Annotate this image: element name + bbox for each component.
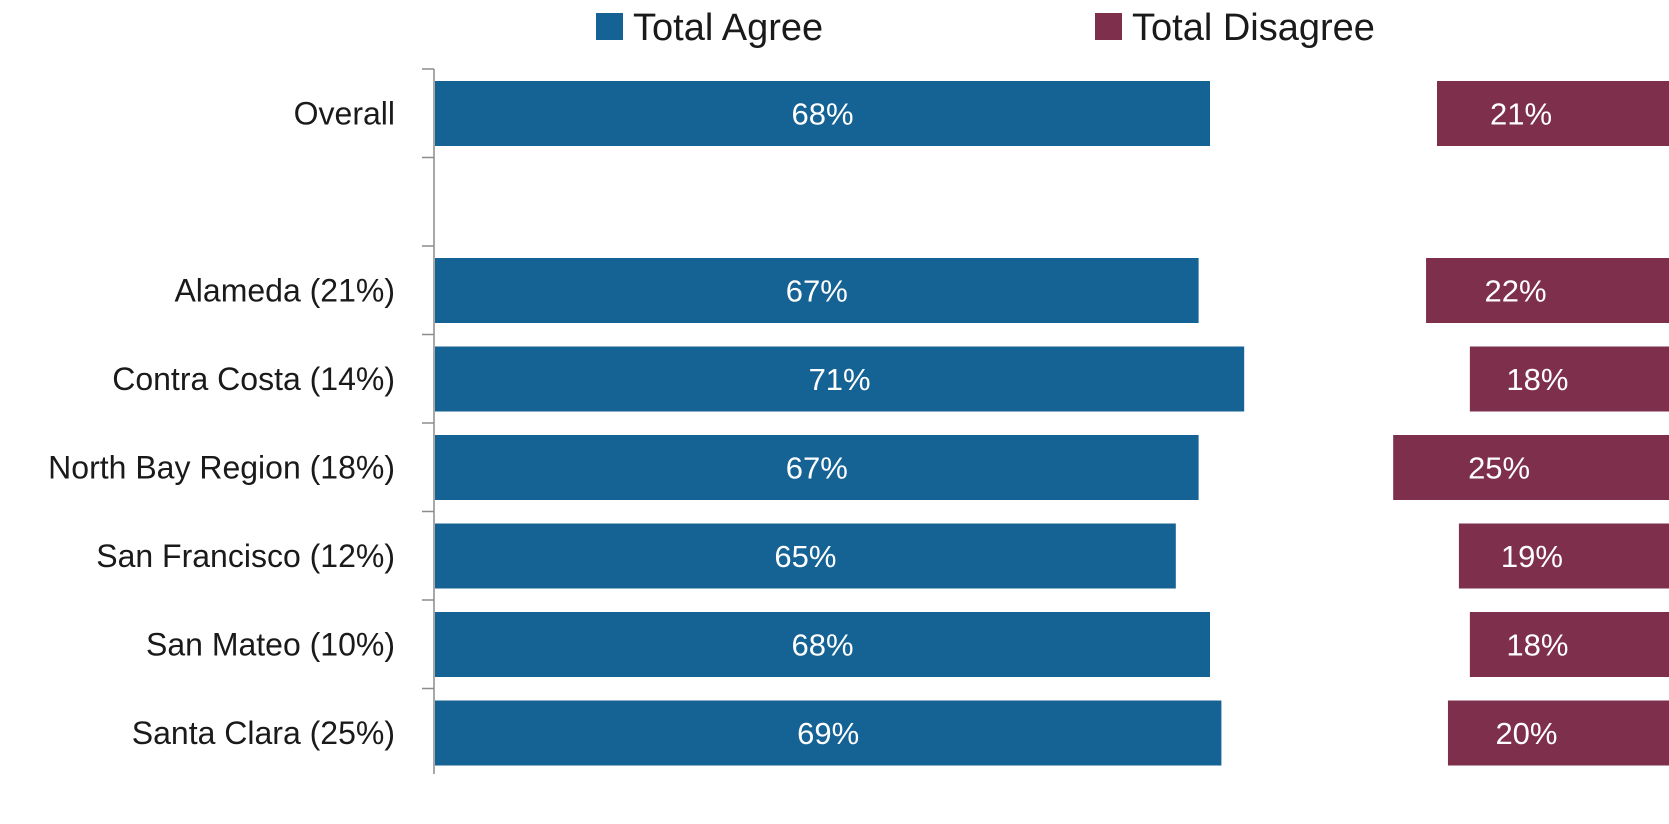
bar-agree-santa-clara — [435, 700, 1222, 766]
category-label-san-francisco: San Francisco (12%) — [96, 538, 395, 574]
data-label-disagree-contra-costa: 18% — [1506, 362, 1568, 397]
data-label-agree-santa-clara: 69% — [797, 716, 859, 751]
category-label-san-mateo: San Mateo (10%) — [146, 627, 395, 663]
bar-disagree-alameda — [1426, 258, 1669, 323]
bars: 68% 21% 67% 22% 71% 18% 67% 25% 65% 19% 68% 18% 69% 2… — [435, 81, 1669, 766]
data-label-disagree-san-mateo: 18% — [1506, 628, 1568, 663]
legend-swatch-total-agree — [596, 13, 623, 40]
bar-disagree-santa-clara — [1447, 700, 1669, 766]
category-label-overall: Overall — [294, 96, 395, 132]
bar-agree-overall — [435, 81, 1210, 146]
bar-disagree-overall — [1437, 81, 1669, 146]
data-label-disagree-alameda: 22% — [1485, 274, 1547, 309]
bar-agree-contra-costa — [435, 346, 1245, 412]
bar-agree-san-francisco — [435, 523, 1176, 589]
data-label-agree-san-francisco: 65% — [774, 539, 836, 574]
bar-disagree-san-francisco — [1458, 523, 1669, 589]
data-label-disagree-santa-clara: 20% — [1495, 716, 1557, 751]
legend-swatch-total-disagree — [1095, 13, 1122, 40]
bar-disagree-san-mateo — [1469, 612, 1669, 677]
bar-disagree-north-bay-region — [1393, 435, 1669, 500]
bar-disagree-contra-costa — [1469, 346, 1669, 412]
category-label-north-bay-region: North Bay Region (18%) — [48, 450, 395, 486]
data-label-agree-san-mateo: 68% — [791, 628, 853, 663]
data-label-agree-north-bay-region: 67% — [786, 451, 848, 486]
legend-label-total-disagree: Total Disagree — [1132, 7, 1375, 49]
data-label-disagree-overall: 21% — [1490, 97, 1552, 132]
legend-label-total-agree: Total Agree — [633, 7, 823, 49]
bar-agree-alameda — [435, 258, 1199, 323]
bar-agree-north-bay-region — [435, 435, 1199, 500]
category-label-alameda: Alameda (21%) — [174, 273, 395, 309]
category-labels: Overall Alameda (21%) Contra Costa (14%) No… — [48, 96, 395, 752]
category-axis — [422, 68, 435, 774]
legend: Total Agree Total Disagree — [596, 7, 1375, 49]
category-label-santa-clara: Santa Clara (25%) — [132, 715, 395, 751]
data-label-agree-alameda: 67% — [786, 274, 848, 309]
data-label-disagree-north-bay-region: 25% — [1468, 451, 1530, 486]
data-label-disagree-san-francisco: 19% — [1501, 539, 1563, 574]
bar-agree-san-mateo — [435, 612, 1210, 677]
data-label-agree-overall: 68% — [791, 97, 853, 132]
category-label-contra-costa: Contra Costa (14%) — [112, 361, 395, 397]
data-label-agree-contra-costa: 71% — [809, 362, 871, 397]
